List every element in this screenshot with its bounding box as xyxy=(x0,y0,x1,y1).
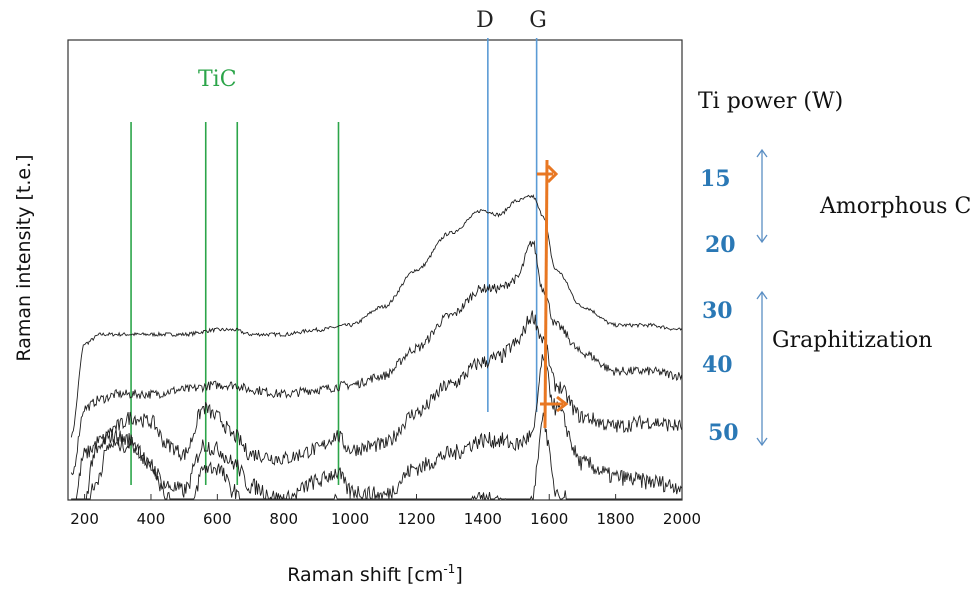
x-tick-label: 400 xyxy=(137,510,166,528)
x-tick-label: 2000 xyxy=(663,510,701,528)
power-label-20: 20 xyxy=(705,232,736,258)
x-axis-label: Raman shift [cm-1] xyxy=(287,562,462,586)
series-line-20 xyxy=(70,240,683,476)
y-axis-label: Raman intensity [t.e.] xyxy=(13,154,35,361)
x-tick-label: 1400 xyxy=(464,510,502,528)
x-tick-label: 800 xyxy=(269,510,298,528)
x-tick-label: 1000 xyxy=(331,510,369,528)
graphitization-bracket xyxy=(756,290,768,447)
series-line-15 xyxy=(70,194,683,438)
amorphous-bracket xyxy=(756,148,768,244)
plot-frame xyxy=(67,39,683,501)
series-line-50 xyxy=(71,412,682,501)
x-ticks: 200 400 600 800 1000 1200 1400 1600 1800 2000 xyxy=(70,494,701,528)
x-tick-label: 1200 xyxy=(397,510,435,528)
x-tick-label: 1800 xyxy=(597,510,635,528)
tic-label: TiC xyxy=(198,67,237,92)
power-label-30: 30 xyxy=(702,298,733,324)
series-line-40 xyxy=(71,354,683,501)
legend-title: Ti power (W) xyxy=(698,89,843,114)
d-label: D xyxy=(476,8,494,33)
g-shift-arrow xyxy=(537,159,569,429)
x-tick-label: 600 xyxy=(203,510,232,528)
series-lines xyxy=(70,194,683,501)
x-tick-label: 200 xyxy=(70,510,99,528)
reference-lines xyxy=(130,38,538,485)
power-label-15: 15 xyxy=(700,166,731,192)
power-label-40: 40 xyxy=(702,352,733,378)
x-tick-label: 1600 xyxy=(530,510,568,528)
series-line-30 xyxy=(71,310,683,500)
power-label-50: 50 xyxy=(708,420,739,446)
graphitization-label: Graphitization xyxy=(772,328,932,353)
amorphous-label: Amorphous C xyxy=(819,194,971,219)
g-label: G xyxy=(529,8,547,33)
